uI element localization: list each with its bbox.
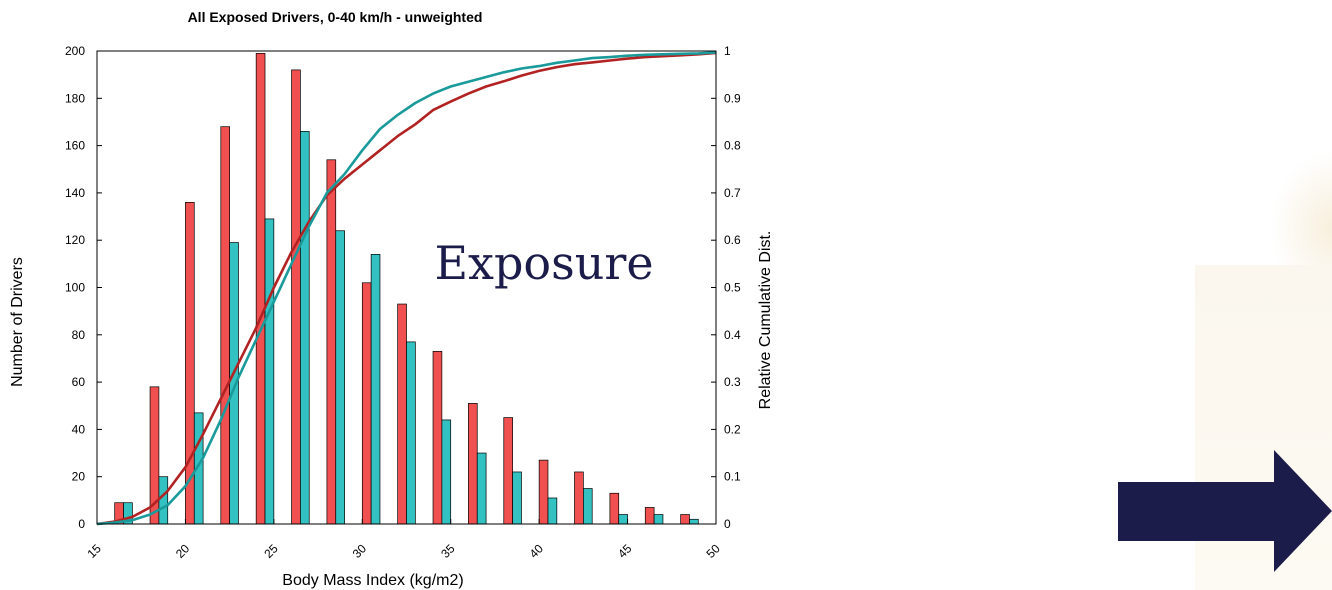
y-tick-label-2: 40 xyxy=(72,422,86,436)
cumulative-line-1 xyxy=(96,51,717,526)
bar-s2-13 xyxy=(583,488,593,524)
arrow-shape xyxy=(1118,450,1332,572)
y2-tick-label-1: 0.1 xyxy=(724,470,741,484)
exposure-annotation: Exposure xyxy=(434,236,653,290)
y2-axis-label: Relative Cumulative Dist. xyxy=(757,231,774,410)
bar-s1-7 xyxy=(361,282,372,524)
chart-title: All Exposed Drivers, 0-40 km/h - unweigh… xyxy=(188,9,483,25)
y2-tick-label-3: 0.3 xyxy=(724,375,741,389)
bar-s2-15 xyxy=(653,514,664,524)
bar-s1-8 xyxy=(397,303,407,524)
bar-s2-5 xyxy=(300,131,310,524)
bar-s1-5 xyxy=(291,69,301,524)
bar-s2-1 xyxy=(158,476,169,524)
x-tick-label-0: 15 xyxy=(84,541,104,561)
bar-s1-15 xyxy=(644,507,655,524)
bar-s1-13 xyxy=(574,471,584,524)
bar-s2-7 xyxy=(370,254,381,524)
y-axis-label: Number of Drivers xyxy=(9,257,26,387)
y2-tick-label-7: 0.7 xyxy=(724,186,741,200)
y-tick-label-7: 140 xyxy=(65,186,85,200)
bar-s2-4 xyxy=(264,218,275,524)
y2-tick-label-10: 1 xyxy=(724,44,731,58)
bar-s1-10 xyxy=(468,403,478,524)
y2-tick-label-0: 0 xyxy=(724,517,731,531)
bar-s2-8 xyxy=(406,341,416,524)
x-tick-label-6: 45 xyxy=(615,541,635,561)
y-tick-label-5: 100 xyxy=(65,281,85,295)
bar-s1-16 xyxy=(680,514,690,524)
bar-s2-12 xyxy=(547,497,558,524)
bar-s2-11 xyxy=(512,471,522,524)
y2-tick-label-2: 0.2 xyxy=(724,422,741,436)
y-tick-label-8: 160 xyxy=(65,139,85,153)
x-tick-label-2: 25 xyxy=(261,541,281,561)
y-tick-label-9: 180 xyxy=(65,91,85,105)
cumulative-lines-layer xyxy=(96,51,717,526)
x-tick-label-4: 35 xyxy=(438,541,458,561)
bar-s2-14 xyxy=(618,514,628,524)
y-tick-label-6: 120 xyxy=(65,233,85,247)
bar-s1-14 xyxy=(609,492,620,524)
bar-s1-2 xyxy=(185,202,195,524)
cumulative-line-2 xyxy=(96,51,717,526)
bar-s1-11 xyxy=(503,417,513,524)
bar-s2-2 xyxy=(193,412,204,524)
x-tick-label-7: 50 xyxy=(703,541,723,561)
bar-s2-6 xyxy=(335,230,345,524)
bar-s1-3 xyxy=(220,126,230,524)
bar-s2-10 xyxy=(476,452,487,524)
x-tick-label-5: 40 xyxy=(527,541,547,561)
bar-s1-4 xyxy=(255,53,266,524)
y2-tick-label-6: 0.6 xyxy=(724,233,741,247)
y-tick-label-10: 200 xyxy=(65,44,85,58)
bar-s1-9 xyxy=(432,351,443,524)
y-tick-label-0: 0 xyxy=(78,517,85,531)
x-tick-label-1: 20 xyxy=(173,541,193,561)
bar-s1-12 xyxy=(538,459,549,524)
y2-tick-label-9: 0.9 xyxy=(724,91,741,105)
x-axis-label: Body Mass Index (kg/m2) xyxy=(282,572,463,589)
axes-layer: 02040608010012014016018020000.10.20.30.4… xyxy=(65,44,741,561)
y-tick-label-4: 80 xyxy=(72,328,86,342)
right-arrow-icon xyxy=(1118,450,1332,572)
bars-layer xyxy=(114,53,716,524)
x-tick-label-3: 30 xyxy=(350,541,370,561)
bar-s1-6 xyxy=(326,159,337,524)
y-tick-label-3: 60 xyxy=(72,375,86,389)
y-tick-label-1: 20 xyxy=(72,470,86,484)
y2-tick-label-8: 0.8 xyxy=(724,139,741,153)
bar-s2-9 xyxy=(441,419,452,524)
y2-tick-label-4: 0.4 xyxy=(724,328,741,342)
bar-s2-16 xyxy=(689,518,699,524)
y2-tick-label-5: 0.5 xyxy=(724,281,741,295)
background-glow xyxy=(1270,150,1332,280)
bmi-chart: All Exposed Drivers, 0-40 km/h - unweigh… xyxy=(9,9,774,589)
